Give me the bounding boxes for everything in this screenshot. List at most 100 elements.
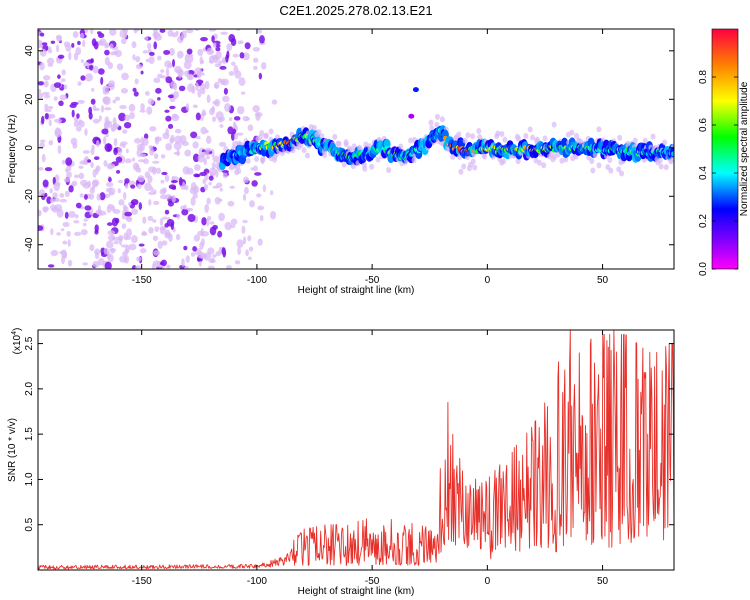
spectrogram-noise-dot <box>252 46 260 52</box>
spectrogram-y-tick-label: -40 <box>24 237 35 252</box>
spectrogram-noise-dot <box>247 256 252 260</box>
spectrogram-outlier <box>408 113 415 119</box>
colorbar-tick-label: 0.4 <box>698 166 709 180</box>
spectrogram-noise-dot <box>167 62 173 69</box>
spectrogram-noise-dot <box>95 209 101 215</box>
spectrogram-noise-dot <box>112 99 117 104</box>
spectrogram-noise-dot <box>157 97 161 101</box>
spectrogram-noise-dot <box>232 121 237 130</box>
spectrogram-noise-dot <box>159 188 166 195</box>
spectrogram-noise-dot <box>109 43 114 49</box>
spectrogram-noise-dot <box>204 203 210 213</box>
spectrogram-halo-dot <box>534 136 540 143</box>
spectrogram-noise-dot <box>77 40 81 45</box>
spectrogram-halo-dot <box>386 167 392 174</box>
spectrogram-noise-dot <box>137 175 145 183</box>
spectrogram-noise-dot <box>121 213 126 220</box>
spectrogram-noise-dot <box>235 132 244 136</box>
spectrogram-noise-dot <box>173 151 180 155</box>
snr-x-tick-label: 50 <box>597 576 609 587</box>
spectrogram-noise-dot <box>200 253 208 260</box>
spectrogram-noise-dot <box>230 224 236 229</box>
spectrogram-noise-dot <box>84 73 93 82</box>
spectrogram-noise-dot <box>113 138 118 147</box>
spectrogram-noise-dot <box>160 69 165 73</box>
spectrogram-noise-dot <box>91 87 95 92</box>
spectrogram-noise-dot <box>139 248 147 254</box>
spectrogram-noise-dot <box>169 105 176 110</box>
spectrogram-noise-dot <box>252 105 260 113</box>
spectrogram-noise-dot <box>92 179 100 187</box>
spectrogram-noise-dot <box>39 142 45 149</box>
spectrogram-halo-dot <box>375 156 381 163</box>
spectrogram-halo-dot <box>316 129 322 136</box>
spectrogram-noise-dot <box>134 78 139 85</box>
spectrogram-halo-dot <box>322 152 328 159</box>
spectrogram-noise-dot <box>255 112 261 121</box>
spectrogram-noise-dot <box>114 49 122 58</box>
colorbar-gradient <box>711 28 739 270</box>
spectrogram-noise-dot <box>138 243 145 247</box>
spectrogram-noise-dot <box>143 133 149 140</box>
spectrogram-noise-dot <box>219 124 224 128</box>
spectrogram-noise-dot <box>38 81 45 86</box>
spectrogram-noise-dot <box>211 35 215 43</box>
spectrogram-noise-dot <box>100 105 104 113</box>
spectrogram-noise-dot <box>215 47 221 52</box>
spectrogram-noise-dot <box>62 221 70 228</box>
spectrogram-noise-dot <box>121 72 129 81</box>
spectrogram-noise-dot <box>187 207 194 212</box>
spectrogram-noise-dot <box>96 193 101 201</box>
spectrogram-noise-dot <box>38 209 42 217</box>
snr-y-tick-label: 1.0 <box>24 472 35 486</box>
spectrogram-noise-dot <box>185 29 194 34</box>
spectrogram-noise-dot <box>41 153 46 163</box>
spectrogram-noise-dot <box>218 212 225 222</box>
spectrogram-noise-dot <box>64 190 70 198</box>
spectrogram-halo-dot <box>461 163 467 170</box>
spectrogram-noise-dot <box>206 197 211 205</box>
spectrogram-ridge-body <box>561 137 569 148</box>
spectrogram-noise-dot <box>195 112 201 121</box>
spectrogram-noise-dot <box>201 109 207 117</box>
spectrogram-noise-dot <box>208 55 215 64</box>
spectrogram-halo-dot <box>527 126 533 133</box>
spectrogram-noise-dot <box>75 126 82 132</box>
spectrogram-outlier <box>412 87 419 93</box>
spectrogram-noise-dot <box>175 234 181 241</box>
spectrogram-noise-dot <box>103 136 107 145</box>
spectrogram-noise-dot <box>50 204 57 211</box>
spectrogram-noise-dot <box>102 85 109 94</box>
spectrogram-noise-dot <box>221 247 226 255</box>
spectrogram-halo-dot <box>362 165 368 172</box>
spectrogram-halo-dot <box>476 128 482 135</box>
spectrogram-halo-dot <box>541 162 547 169</box>
spectrogram-noise-dot <box>91 38 97 47</box>
spectrogram-noise-dot <box>228 71 235 76</box>
spectrogram-x-ticks: -150 -100 -50 0 50 <box>132 29 609 286</box>
spectrogram-y-tick-label: 20 <box>24 93 35 105</box>
spectrogram-halo-dot <box>465 132 471 139</box>
spectrogram-noise-dot <box>154 136 162 142</box>
snr-x-ticks: -150 -100 -50 0 50 <box>132 330 609 587</box>
spectrogram-halo-dot <box>515 158 521 165</box>
spectrogram-noise-dot <box>66 171 72 179</box>
spectrogram-noise-dot <box>184 70 190 77</box>
spectrogram-halo-dot <box>301 147 307 154</box>
spectrogram-noise-dot <box>148 199 152 206</box>
spectrogram-noise-dot <box>248 246 254 252</box>
spectrogram-noise-dot <box>168 184 177 190</box>
spectrogram-noise-dot <box>142 158 149 165</box>
spectrogram-noise-dot <box>153 77 161 84</box>
spectrogram-noise-dot <box>133 29 138 34</box>
spectrogram-noise-dot <box>215 44 221 48</box>
spectrogram-noise-dot <box>83 193 88 200</box>
spectrogram-noise-dot <box>190 131 198 139</box>
spectrogram-noise-dot <box>136 183 142 189</box>
spectrogram-noise-dot <box>44 103 49 111</box>
spectrogram-noise-dot <box>217 230 223 238</box>
spectrogram-noise-dot <box>59 193 65 198</box>
spectrogram-noise-dot <box>56 232 61 236</box>
snr-y-tick-label: 2.5 <box>24 336 35 350</box>
spectrogram-noise-dot <box>123 121 132 129</box>
